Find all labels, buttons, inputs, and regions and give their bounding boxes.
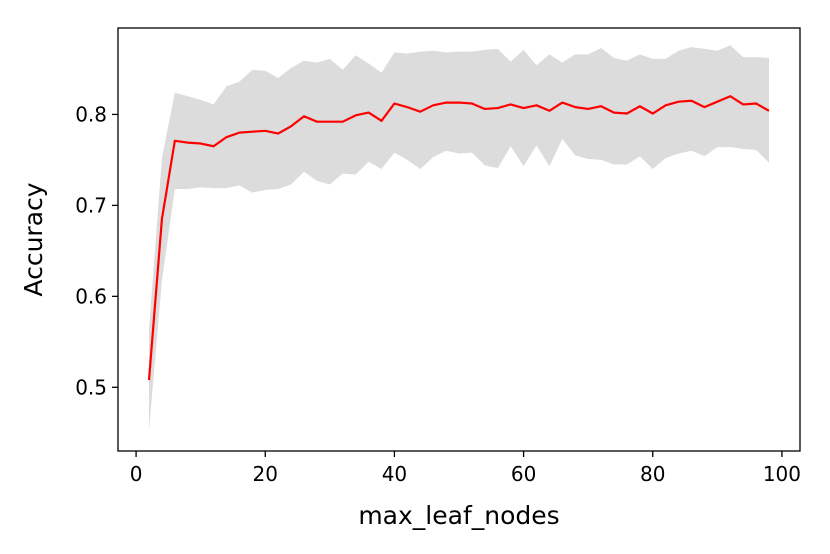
confidence-band-layer (149, 45, 769, 431)
plot-area-frame (117, 27, 801, 452)
x-tick-label: 60 (511, 462, 536, 486)
x-tick-label: 0 (130, 462, 143, 486)
x-tick-label: 100 (763, 462, 801, 486)
x-axis-label: max_leaf_nodes (358, 501, 559, 530)
x-tick-label: 40 (382, 462, 407, 486)
y-tick-label: 0.6 (75, 284, 107, 308)
y-tick-label: 0.5 (75, 375, 107, 399)
x-tick-label: 80 (640, 462, 665, 486)
series-0-std-band (149, 45, 769, 431)
x-axis-ticks: 0 20 40 60 80 100 (130, 451, 801, 486)
x-tick-label: 20 (253, 462, 278, 486)
y-tick-label: 0.8 (75, 102, 107, 126)
y-axis-ticks: 0.5 0.6 0.7 0.8 (75, 102, 118, 399)
series-line-layer (147, 95, 770, 381)
y-axis-label: Accuracy (19, 182, 48, 296)
y-tick-label: 0.7 (75, 193, 107, 217)
series-0-mean-line (147, 95, 770, 381)
